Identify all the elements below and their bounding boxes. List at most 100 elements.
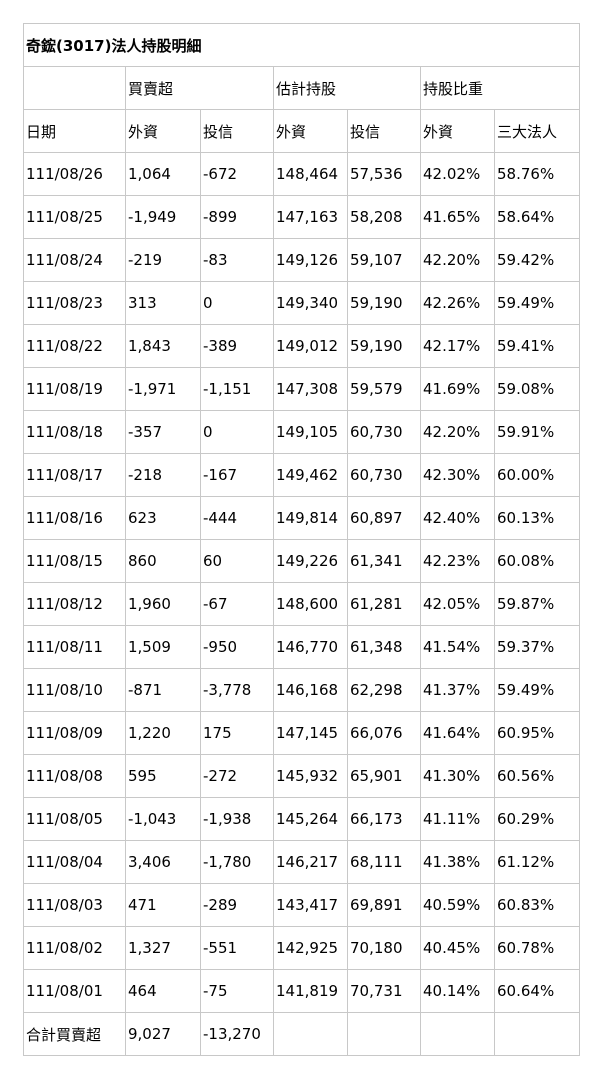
trust-holding-cell: 57,536 [347, 152, 421, 196]
foreign-ratio-cell: 42.20% [420, 238, 495, 282]
foreign-holding-cell: 146,217 [273, 840, 348, 884]
col-header-three-major-ratio: 三大法人 [493, 109, 581, 153]
foreign-ratio-cell: 40.59% [420, 883, 495, 927]
foreign-buysell-cell: -1,971 [125, 367, 201, 411]
date-cell: 111/08/03 [23, 883, 126, 927]
date-cell: 111/08/12 [23, 582, 126, 626]
foreign-ratio-cell: 42.05% [420, 582, 495, 626]
group-header-buy-sell: 買賣超 [125, 66, 274, 110]
total-blank [493, 1012, 581, 1056]
trust-holding-cell: 60,897 [347, 496, 421, 540]
column-header-row: 日期 外資 投信 外資 投信 外資 三大法人 [23, 109, 581, 153]
trust-buysell-cell: 0 [200, 410, 274, 454]
foreign-holding-cell: 145,932 [273, 754, 348, 798]
table-row: 111/08/16 623 -444 149,814 60,897 42.40% 60.13… [23, 496, 581, 540]
date-cell: 111/08/05 [23, 797, 126, 841]
col-header-trust-buysell: 投信 [200, 109, 274, 153]
table-row: 111/08/10 -871 -3,778 146,168 62,298 41.37% 59… [23, 668, 581, 712]
foreign-holding-cell: 149,814 [273, 496, 348, 540]
group-header-holding-ratio: 持股比重 [419, 66, 581, 110]
three-major-ratio-cell: 58.76% [493, 152, 581, 196]
three-major-ratio-cell: 60.29% [493, 797, 581, 841]
col-header-foreign-buysell: 外資 [125, 109, 201, 153]
title-row: 奇鋐(3017)法人持股明細 [22, 23, 581, 67]
date-cell: 111/08/02 [23, 926, 126, 970]
trust-buysell-cell: -67 [200, 582, 274, 626]
table-row: 111/08/24 -219 -83 149,126 59,107 42.20% 59.42… [23, 238, 581, 282]
foreign-holding-cell: 149,226 [273, 539, 348, 583]
institutional-holdings-table: 奇鋐(3017)法人持股明細 買賣超 估計持股 持股比重 日期 外資 投信 外資… [22, 23, 581, 1056]
date-cell: 111/08/01 [23, 969, 126, 1013]
foreign-ratio-cell: 42.17% [420, 324, 495, 368]
foreign-buysell-cell: -219 [125, 238, 201, 282]
table-row: 111/08/19 -1,971 -1,151 147,308 59,579 41.69%… [23, 367, 581, 411]
foreign-ratio-cell: 41.11% [420, 797, 495, 841]
three-major-ratio-cell: 59.91% [493, 410, 581, 454]
foreign-ratio-cell: 41.38% [420, 840, 495, 884]
table-row: 111/08/04 3,406 -1,780 146,217 68,111 41.38% 6… [23, 840, 581, 884]
trust-buysell-cell: -444 [200, 496, 274, 540]
col-header-foreign-holding: 外資 [273, 109, 348, 153]
table-row: 111/08/18 -357 0 149,105 60,730 42.20% 59.91% [23, 410, 581, 454]
group-header-row: 買賣超 估計持股 持股比重 [23, 66, 581, 110]
three-major-ratio-cell: 59.08% [493, 367, 581, 411]
trust-holding-cell: 69,891 [347, 883, 421, 927]
table-row: 111/08/08 595 -272 145,932 65,901 41.30% 60.56… [23, 754, 581, 798]
trust-buysell-cell: 175 [200, 711, 274, 755]
three-major-ratio-cell: 59.87% [493, 582, 581, 626]
date-cell: 111/08/24 [23, 238, 126, 282]
trust-holding-cell: 61,281 [347, 582, 421, 626]
foreign-holding-cell: 147,308 [273, 367, 348, 411]
date-cell: 111/08/19 [23, 367, 126, 411]
table-row: 111/08/03 471 -289 143,417 69,891 40.59% 60.83… [23, 883, 581, 927]
trust-buysell-cell: 0 [200, 281, 274, 325]
foreign-holding-cell: 148,464 [273, 152, 348, 196]
trust-holding-cell: 59,190 [347, 324, 421, 368]
foreign-ratio-cell: 42.30% [420, 453, 495, 497]
date-cell: 111/08/10 [23, 668, 126, 712]
foreign-buysell-cell: 1,064 [125, 152, 201, 196]
trust-buysell-cell: -289 [200, 883, 274, 927]
three-major-ratio-cell: 61.12% [493, 840, 581, 884]
table-row: 111/08/02 1,327 -551 142,925 70,180 40.45% 60.… [23, 926, 581, 970]
trust-holding-cell: 62,298 [347, 668, 421, 712]
three-major-ratio-cell: 60.64% [493, 969, 581, 1013]
foreign-buysell-cell: 1,220 [125, 711, 201, 755]
foreign-ratio-cell: 40.45% [420, 926, 495, 970]
date-cell: 111/08/22 [23, 324, 126, 368]
foreign-holding-cell: 147,145 [273, 711, 348, 755]
three-major-ratio-cell: 58.64% [493, 195, 581, 239]
total-label: 合計買賣超 [23, 1012, 126, 1056]
trust-buysell-cell: -1,938 [200, 797, 274, 841]
foreign-ratio-cell: 41.64% [420, 711, 495, 755]
foreign-buysell-cell: 1,843 [125, 324, 201, 368]
foreign-ratio-cell: 42.20% [420, 410, 495, 454]
trust-buysell-cell: -899 [200, 195, 274, 239]
total-blank [420, 1012, 495, 1056]
trust-holding-cell: 66,173 [347, 797, 421, 841]
group-header-blank [23, 66, 126, 110]
trust-buysell-cell: 60 [200, 539, 274, 583]
table-row: 111/08/22 1,843 -389 149,012 59,190 42.17% 59.… [23, 324, 581, 368]
table-row: 111/08/17 -218 -167 149,462 60,730 42.30% 60.0… [23, 453, 581, 497]
foreign-holding-cell: 141,819 [273, 969, 348, 1013]
foreign-buysell-cell: 860 [125, 539, 201, 583]
foreign-ratio-cell: 42.40% [420, 496, 495, 540]
table-row: 111/08/25 -1,949 -899 147,163 58,208 41.65% 58… [23, 195, 581, 239]
foreign-buysell-cell: 464 [125, 969, 201, 1013]
foreign-ratio-cell: 42.02% [420, 152, 495, 196]
trust-buysell-cell: -389 [200, 324, 274, 368]
table-row: 111/08/26 1,064 -672 148,464 57,536 42.02% 58.… [23, 152, 581, 196]
total-blank [347, 1012, 421, 1056]
trust-holding-cell: 70,180 [347, 926, 421, 970]
foreign-buysell-cell: 1,327 [125, 926, 201, 970]
table-row: 111/08/23 313 0 149,340 59,190 42.26% 59.49% [23, 281, 581, 325]
table-row: 111/08/09 1,220 175 147,145 66,076 41.64% 60.9… [23, 711, 581, 755]
trust-buysell-cell: -272 [200, 754, 274, 798]
three-major-ratio-cell: 60.13% [493, 496, 581, 540]
foreign-ratio-cell: 42.23% [420, 539, 495, 583]
foreign-holding-cell: 149,126 [273, 238, 348, 282]
foreign-buysell-cell: -1,043 [125, 797, 201, 841]
foreign-ratio-cell: 41.69% [420, 367, 495, 411]
total-blank [273, 1012, 348, 1056]
